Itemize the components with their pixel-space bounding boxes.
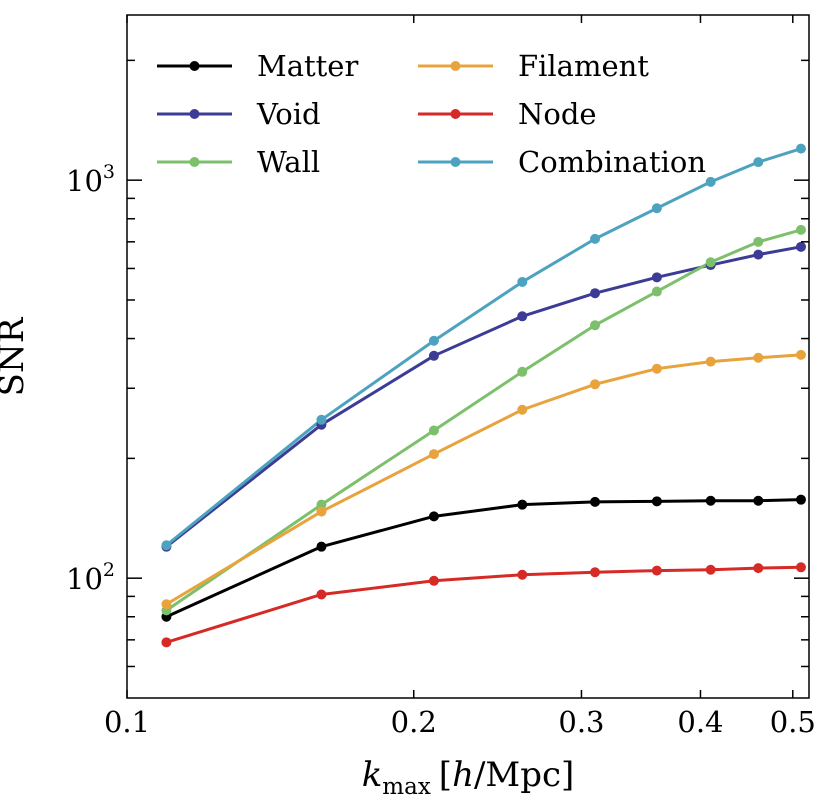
point-combination-2 — [428, 335, 439, 346]
x-axis-label-unit-open: [ — [439, 755, 452, 795]
series-line-matter — [165, 498, 802, 619]
x-axis-label-unit-italic: h — [452, 755, 474, 795]
series-markers — [161, 143, 806, 648]
point-node-8 — [795, 562, 806, 573]
point-node-0 — [161, 637, 172, 648]
point-node-1 — [316, 589, 327, 600]
point-filament-5 — [651, 363, 662, 374]
point-matter-1 — [316, 541, 327, 552]
point-combination-7 — [753, 157, 764, 168]
point-void-2 — [428, 350, 439, 361]
point-wall-1 — [316, 499, 327, 510]
legend-marker-wall — [189, 157, 200, 167]
point-combination-8 — [795, 143, 806, 154]
point-filament-3 — [517, 404, 528, 415]
point-combination-0 — [161, 540, 172, 551]
legend-marker-filament — [450, 61, 461, 71]
legend-marker-void — [189, 109, 200, 119]
legend: Matter Void Wall Filament Node Combination — [157, 49, 706, 179]
x-axis-label-sub: max — [382, 774, 431, 800]
point-matter-6 — [705, 495, 716, 506]
point-matter-5 — [651, 496, 662, 507]
x-tick-label-3: 0.4 — [677, 705, 723, 739]
legend-marker-node — [450, 109, 461, 119]
point-void-3 — [517, 311, 528, 322]
point-node-6 — [705, 564, 716, 575]
x-axis-label-main: k — [362, 755, 383, 795]
y-tick-base-0: 10 — [66, 562, 103, 596]
point-combination-1 — [316, 414, 327, 425]
point-wall-2 — [428, 425, 439, 436]
axis-ticks — [126, 15, 809, 698]
series-line-filament — [165, 353, 802, 606]
legend-label-filament: Filament — [518, 49, 649, 83]
point-filament-7 — [753, 352, 764, 363]
legend-label-matter: Matter — [257, 49, 358, 83]
series-line-combination — [165, 147, 802, 547]
point-wall-8 — [795, 224, 806, 235]
point-filament-4 — [590, 379, 601, 390]
legend-marker-combination — [450, 157, 461, 167]
x-tick-label-2: 0.3 — [558, 705, 604, 739]
x-tick-label-0: 0.1 — [104, 705, 150, 739]
y-tick-exp-1: 3 — [103, 161, 115, 183]
point-matter-2 — [428, 511, 439, 522]
series-line-wall — [165, 228, 802, 612]
legend-label-node: Node — [518, 97, 597, 131]
x-tick-label-1: 0.2 — [391, 705, 437, 739]
legend-marker-matter — [189, 61, 200, 71]
point-matter-7 — [753, 495, 764, 506]
legend-label-combination: Combination — [518, 145, 706, 179]
point-combination-4 — [590, 233, 601, 244]
point-node-5 — [651, 565, 662, 576]
point-combination-5 — [651, 203, 662, 214]
point-filament-2 — [428, 449, 439, 460]
point-wall-7 — [753, 236, 764, 247]
legend-label-wall: Wall — [257, 145, 320, 179]
point-matter-3 — [517, 499, 528, 510]
series-lines — [165, 147, 802, 644]
legend-label-void: Void — [256, 97, 321, 131]
point-wall-3 — [517, 366, 528, 377]
point-filament-6 — [705, 356, 716, 367]
point-wall-6 — [705, 257, 716, 268]
point-combination-6 — [705, 176, 716, 187]
x-axis-label-unit-rest: /Mpc] — [474, 755, 574, 795]
point-node-7 — [753, 563, 764, 574]
point-void-7 — [753, 249, 764, 260]
point-node-2 — [428, 575, 439, 586]
point-matter-4 — [590, 496, 601, 507]
series-line-node — [165, 565, 801, 644]
point-void-8 — [795, 241, 806, 252]
x-axis-label: kmax [h/Mpc] — [362, 755, 575, 800]
point-wall-5 — [651, 286, 662, 297]
point-wall-4 — [590, 320, 601, 331]
y-tick-label-0: 102 — [66, 559, 115, 596]
x-tick-labels: 0.1 0.2 0.3 0.4 0.5 — [104, 705, 816, 739]
y-tick-label-1: 103 — [66, 161, 115, 198]
point-filament-8 — [795, 349, 806, 360]
point-void-5 — [651, 272, 662, 283]
y-axis-label: SNR — [0, 316, 32, 396]
point-node-3 — [517, 569, 528, 580]
point-filament-1 — [316, 506, 327, 517]
point-matter-8 — [795, 494, 806, 505]
y-tick-exp-0: 2 — [103, 559, 115, 581]
point-node-4 — [590, 567, 601, 578]
point-filament-0 — [161, 599, 172, 610]
point-void-4 — [590, 288, 601, 299]
x-tick-label-4: 0.5 — [770, 705, 816, 739]
point-combination-3 — [517, 276, 528, 287]
y-tick-base-1: 10 — [66, 164, 103, 198]
plot-frame — [126, 14, 810, 699]
